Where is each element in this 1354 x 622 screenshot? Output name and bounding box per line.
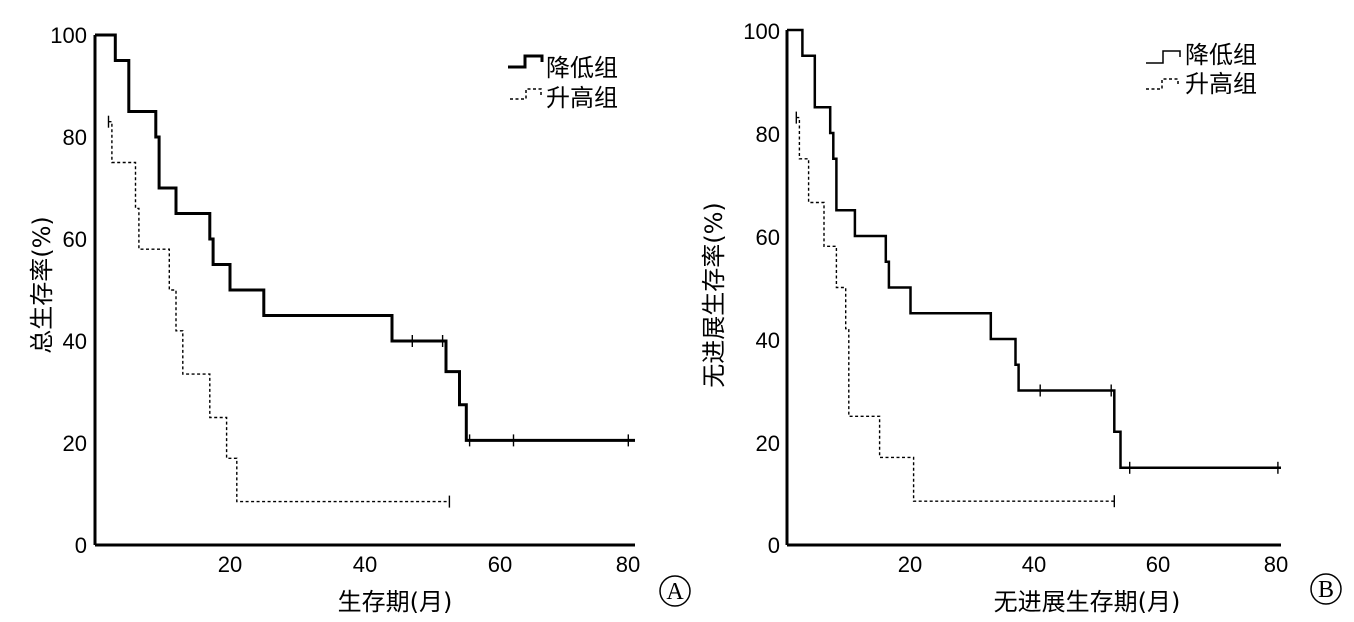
panel-a-dashed-series-line (108, 121, 450, 503)
panel-b-ytick-20: 20 (756, 431, 780, 456)
panel-a-ytick-80: 80 (63, 125, 87, 150)
panel-a-ytick-20: 20 (63, 431, 87, 456)
panel-a-plot-area (95, 33, 635, 508)
panel-a-legend: 降低组 升高组 (508, 54, 618, 112)
panel-b: 0 20 40 60 80 100 20 40 60 80 无进展生存期(月) … (700, 19, 1342, 616)
panel-b-label-text: B (1318, 577, 1334, 603)
panel-a-label-circle (659, 575, 691, 607)
panel-b-ytick-40: 40 (756, 328, 780, 353)
panel-b-ytick-80: 80 (756, 122, 780, 147)
panel-b-label: B (1310, 573, 1342, 605)
panel-b-plot-area (787, 28, 1281, 508)
panel-a: 0 20 40 60 80 100 20 40 60 80 生存期(月) 总生存… (28, 23, 691, 616)
panel-a-label-text: A (666, 579, 684, 605)
panel-a-xtick-60: 60 (488, 552, 512, 577)
panel-a-ytick-0: 0 (75, 533, 87, 558)
panel-b-ytick-100: 100 (743, 19, 780, 44)
panel-a-ytick-40: 40 (63, 329, 87, 354)
panel-a-xtick-80: 80 (616, 552, 640, 577)
panel-b-legend: 降低组 升高组 (1146, 41, 1257, 98)
panel-b-x-axis-title: 无进展生存期(月) (994, 588, 1181, 616)
panel-a-legend-dashed-swatch (510, 88, 542, 100)
panel-b-legend-label-2: 升高组 (1185, 70, 1257, 98)
panel-b-dashed-series-line (796, 116, 1115, 502)
panel-b-legend-solid-swatch (1146, 50, 1181, 64)
panel-a-legend-label-1: 降低组 (546, 54, 618, 82)
panel-a-xtick-20: 20 (218, 552, 242, 577)
panel-a-ytick-100: 100 (50, 23, 87, 48)
panel-b-ytick-0: 0 (768, 533, 780, 558)
panel-a-label: A (659, 575, 691, 607)
panel-b-xtick-60: 60 (1146, 552, 1170, 577)
panel-a-ytick-60: 60 (63, 227, 87, 252)
panel-b-label-circle (1310, 573, 1342, 605)
panel-a-legend-solid-swatch (508, 54, 544, 69)
panel-a-x-axis-title: 生存期(月) (338, 588, 453, 616)
panel-b-solid-series-line (787, 28, 1281, 470)
panel-b-y-axis-title: 无进展生存率(%) (700, 202, 728, 388)
panel-b-xtick-40: 40 (1022, 552, 1046, 577)
panel-b-legend-label-1: 降低组 (1185, 41, 1257, 69)
panel-b-legend-dashed-swatch (1146, 78, 1179, 90)
panel-a-legend-label-2: 升高组 (546, 84, 618, 112)
panel-a-xtick-40: 40 (353, 552, 377, 577)
panel-b-xtick-80: 80 (1264, 552, 1288, 577)
panel-b-ytick-60: 60 (756, 225, 780, 250)
panel-a-solid-series-line (95, 33, 635, 442)
panel-a-y-axis-title: 总生存率(%) (28, 216, 56, 354)
panel-b-xtick-20: 20 (898, 552, 922, 577)
